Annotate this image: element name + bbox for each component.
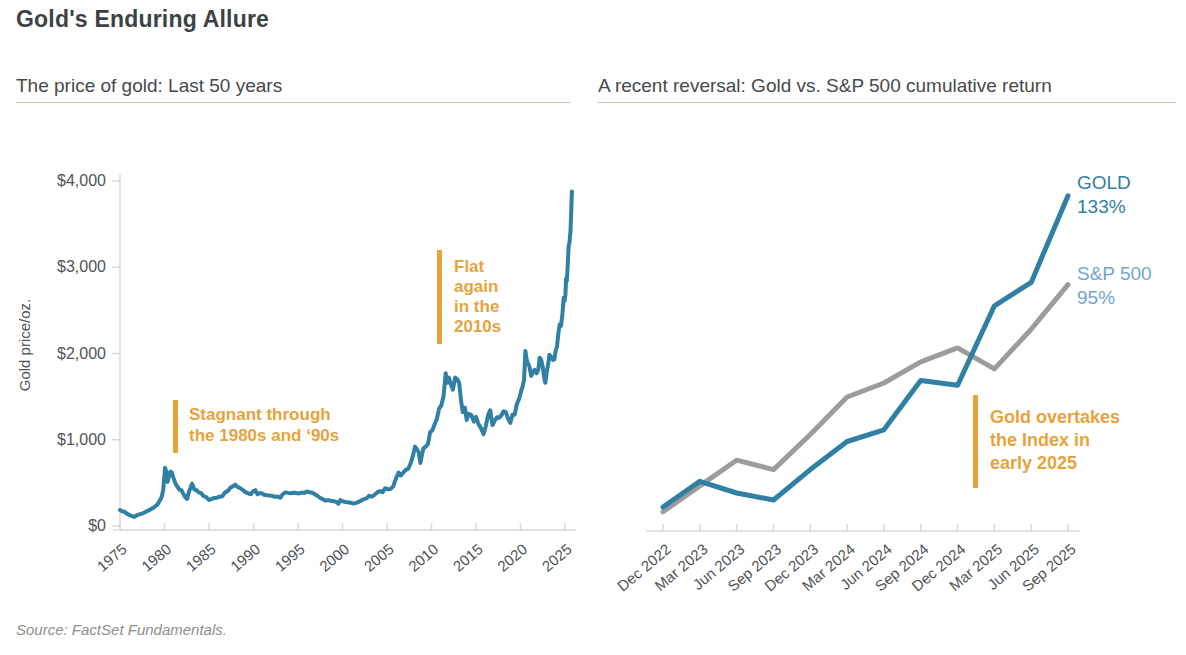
flat-note-text: again (454, 277, 498, 296)
left-x-tick-label: 2005 (360, 540, 396, 574)
flat-note-bar (437, 250, 442, 344)
overtake-note-bar (973, 395, 978, 488)
sp500-end-label-value: 95% (1077, 287, 1115, 308)
left-subtitle-rule (16, 102, 570, 103)
left-x-tick-label: 2015 (449, 540, 485, 574)
infographic-canvas: Gold's Enduring Allure The price of gold… (0, 0, 1186, 655)
left-y-tick-label: $1,000 (57, 431, 106, 448)
left-x-tick-label: 1990 (227, 540, 263, 574)
stagnant-note-bar (173, 400, 178, 453)
overtake-note-text: Gold overtakes (990, 407, 1120, 427)
left-x-tick-label: 1975 (93, 540, 129, 574)
gold-price-line (120, 191, 572, 517)
gold-vs-sp500-chart: Dec 2022Mar 2023Jun 2023Sep 2023Dec 2023… (590, 110, 1186, 620)
overtake-note-text: the Index in (990, 430, 1090, 450)
left-y-axis-title: Gold price/oz. (16, 299, 33, 392)
stagnant-note-text: Stagnant through (189, 405, 331, 424)
gold-end-label: GOLD (1077, 172, 1131, 193)
left-y-tick-label: $3,000 (57, 258, 106, 275)
sp500-return-line (663, 285, 1068, 512)
left-y-tick-label: $4,000 (57, 172, 106, 189)
left-x-tick-label: 1985 (182, 540, 218, 574)
left-x-tick-label: 2010 (405, 540, 441, 574)
sp500-end-label: S&P 500 (1077, 263, 1152, 284)
left-x-tick-label: 2025 (538, 540, 574, 574)
right-chart-subtitle: A recent reversal: Gold vs. S&P 500 cumu… (598, 75, 1052, 97)
gold-price-history-chart: $0 $1,000 $2,000 $3,000 $4,000 1975 19801985 19… (0, 110, 590, 620)
left-x-tick-label: 2000 (316, 540, 352, 574)
left-chart-subtitle: The price of gold: Last 50 years (16, 75, 282, 97)
left-x-tick-label: 1995 (271, 540, 307, 574)
left-x-tick-label: 1980 (138, 540, 174, 574)
right-subtitle-rule (598, 102, 1176, 103)
overtake-note-text: early 2025 (990, 453, 1077, 473)
source-note: Source: FactSet Fundamentals. (16, 621, 227, 638)
left-y-tick-label: $0 (88, 517, 106, 534)
stagnant-note-text: the 1980s and ‘90s (189, 426, 339, 445)
left-y-tick-label: $2,000 (57, 345, 106, 362)
flat-note-text: Flat (454, 257, 485, 276)
gold-end-label-value: 133% (1077, 196, 1126, 217)
left-x-tick-label: 2020 (494, 540, 530, 574)
flat-note-text: 2010s (454, 317, 501, 336)
flat-note-text: in the (454, 297, 499, 316)
page-title: Gold's Enduring Allure (16, 6, 269, 33)
